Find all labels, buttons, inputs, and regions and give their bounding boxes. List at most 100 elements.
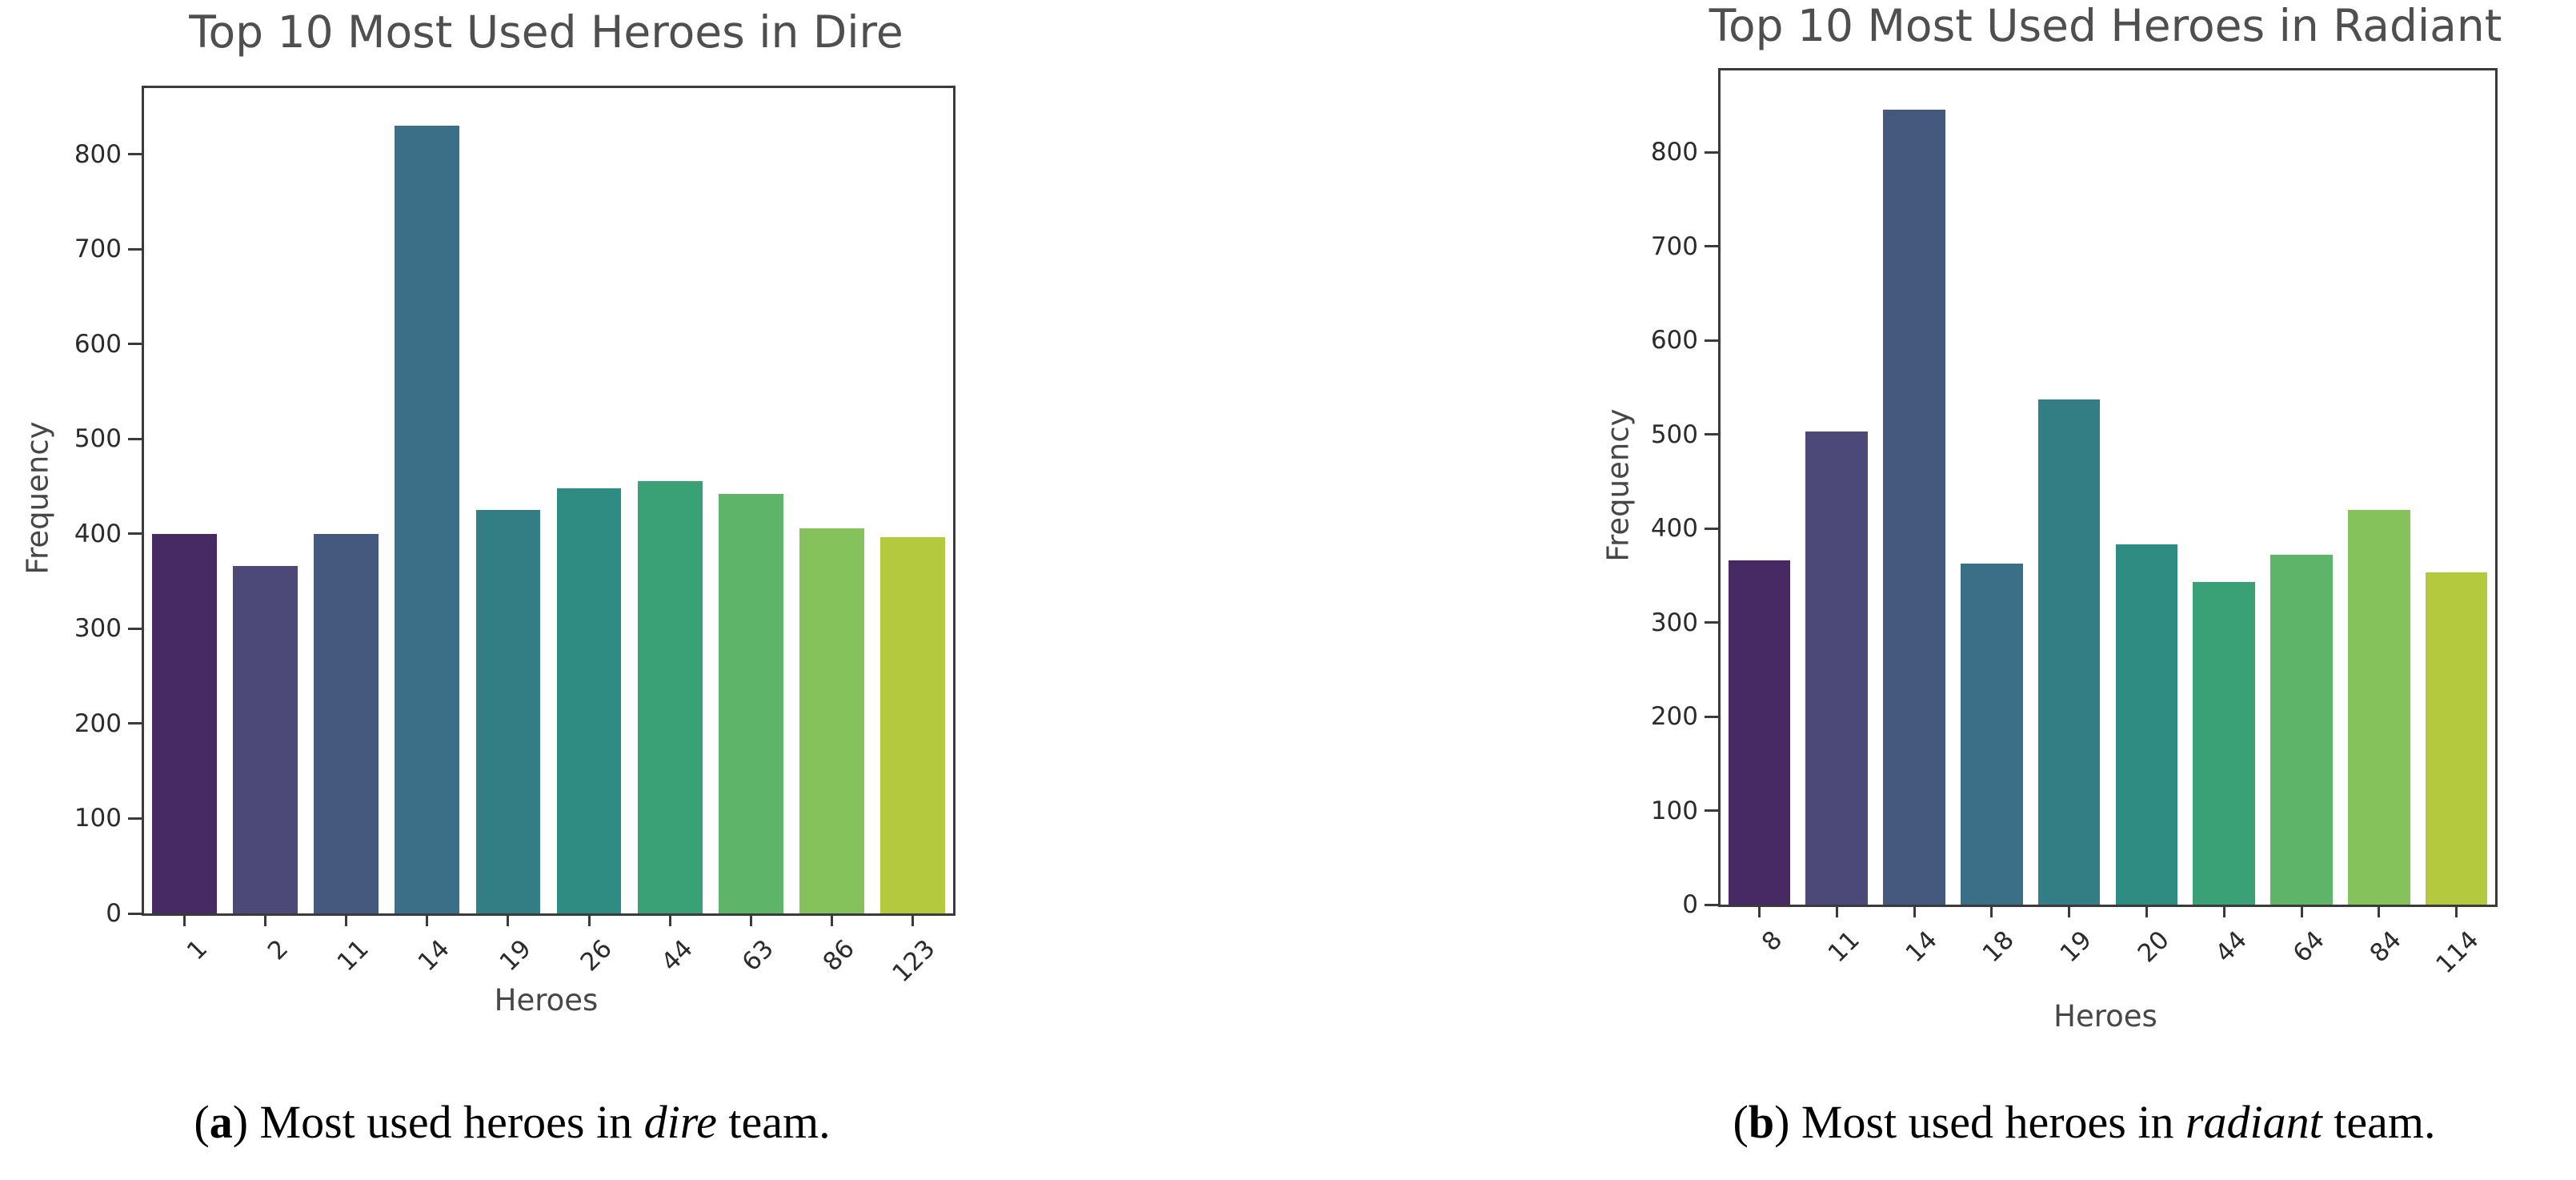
x-tick (668, 913, 671, 926)
y-tick (1705, 715, 1718, 718)
caption-b-text: ) Most used heroes in (1774, 1096, 2185, 1148)
bar-hero-20 (2115, 544, 2178, 905)
x-tick-label: 64 (2287, 925, 2330, 969)
x-tick-label: 26 (575, 934, 618, 977)
x-tick-label: 14 (1900, 925, 1943, 969)
caption-b: (b) Most used heroes in radiant team. (1592, 1095, 2576, 1149)
bar-hero-1 (152, 533, 217, 913)
x-tick-label: 20 (2132, 925, 2175, 969)
y-tick (128, 343, 142, 346)
chart-b-title: Top 10 Most Used Heroes in Radiant (1709, 0, 2502, 51)
x-tick (345, 913, 348, 926)
y-tick-label: 400 (1650, 514, 1698, 544)
caption-a-open: ( (194, 1096, 210, 1148)
x-tick (264, 913, 267, 926)
x-tick (587, 913, 591, 926)
x-tick (1990, 905, 1993, 917)
y-tick (128, 247, 142, 251)
y-tick (1705, 903, 1718, 906)
y-tick (128, 153, 142, 156)
x-tick-label: 14 (412, 934, 456, 977)
x-tick (2455, 905, 2458, 917)
x-tick (749, 913, 752, 926)
chart-b-plot-area: 0 100 200 300 400 500 600 700 800 8 11 14 18 19 20 44 64… (1651, 68, 2498, 979)
chart-a-title: Top 10 Most Used Heroes in Dire (189, 6, 903, 58)
bar-hero-14 (1883, 110, 1945, 905)
x-tick (911, 913, 914, 926)
chart-a-x-axis-label: Heroes (494, 983, 599, 1017)
caption-a-tail: team. (716, 1096, 831, 1148)
y-tick (1705, 245, 1718, 248)
bar-hero-19 (475, 510, 541, 913)
caption-a: (a) Most used heroes in dire team. (0, 1095, 1024, 1149)
y-tick-label: 500 (74, 424, 122, 454)
y-tick (1705, 527, 1718, 530)
x-tick (2222, 905, 2225, 917)
y-tick-label: 700 (74, 235, 122, 264)
bar-hero-8 (1728, 560, 1791, 905)
y-tick-label: 0 (1682, 890, 1698, 919)
bar-hero-63 (718, 494, 783, 913)
x-tick (2378, 905, 2381, 917)
x-tick-label: 19 (2054, 925, 2098, 969)
bar-hero-11 (1805, 431, 1868, 905)
caption-b-tail: team. (2322, 1096, 2436, 1148)
y-tick-label: 600 (1650, 326, 1698, 355)
x-tick (426, 913, 429, 926)
y-tick-label: 200 (74, 708, 122, 738)
bar-hero-26 (556, 488, 622, 913)
y-tick-label: 800 (74, 139, 122, 169)
y-tick-label: 200 (1650, 702, 1698, 732)
y-tick-label: 700 (1650, 231, 1698, 261)
y-tick-label: 400 (74, 519, 122, 548)
y-tick (128, 627, 142, 630)
x-tick (507, 913, 510, 926)
y-tick-label: 100 (1650, 796, 1698, 825)
x-tick (1835, 905, 1838, 917)
x-tick-label: 44 (2209, 925, 2253, 969)
caption-b-letter: b (1748, 1096, 1775, 1148)
x-tick-label: 123 (887, 934, 941, 989)
y-tick-label: 300 (74, 614, 122, 644)
x-tick-label: 1 (181, 934, 214, 966)
x-tick-label: 11 (331, 934, 375, 977)
x-tick-label: 8 (1756, 925, 1788, 957)
bar-hero-2 (233, 566, 298, 913)
caption-a-text: ) Most used heroes in (232, 1096, 644, 1148)
bar-hero-64 (2270, 555, 2333, 905)
bar-hero-44 (2193, 582, 2255, 905)
x-tick-label: 18 (1977, 925, 2021, 969)
x-tick (2068, 905, 2071, 917)
x-tick (183, 913, 186, 926)
y-tick-label: 500 (1650, 419, 1698, 449)
y-tick (128, 817, 142, 820)
x-tick (2145, 905, 2148, 917)
x-tick (1913, 905, 1916, 917)
y-tick (1705, 151, 1718, 154)
x-tick (2300, 905, 2303, 917)
y-tick-label: 800 (1650, 138, 1698, 167)
y-tick-label: 100 (74, 804, 122, 833)
bar-hero-84 (2348, 509, 2410, 905)
bar-hero-123 (880, 536, 945, 913)
x-tick-label: 114 (2430, 925, 2486, 980)
caption-b-open: ( (1733, 1096, 1749, 1148)
bar-hero-11 (314, 533, 379, 913)
bar-hero-19 (2037, 399, 2101, 905)
y-tick-label: 300 (1650, 608, 1698, 637)
bar-hero-44 (637, 480, 703, 913)
y-tick (1705, 339, 1718, 342)
y-tick (1705, 433, 1718, 436)
y-tick (128, 437, 142, 440)
x-tick-label: 19 (494, 934, 537, 977)
y-tick (128, 912, 142, 915)
x-tick-label: 86 (817, 934, 860, 977)
x-tick (1757, 905, 1761, 917)
caption-a-letter: a (209, 1096, 233, 1148)
caption-b-team-word: radiant (2185, 1096, 2322, 1148)
chart-a-plot-area: 0 100 200 300 400 500 600 700 800 1 2 11 14 19 26 44 63 8… (74, 86, 955, 988)
x-tick-label: 11 (1822, 925, 1865, 969)
x-tick-label: 84 (2364, 925, 2408, 969)
bar-hero-18 (1961, 563, 2023, 905)
